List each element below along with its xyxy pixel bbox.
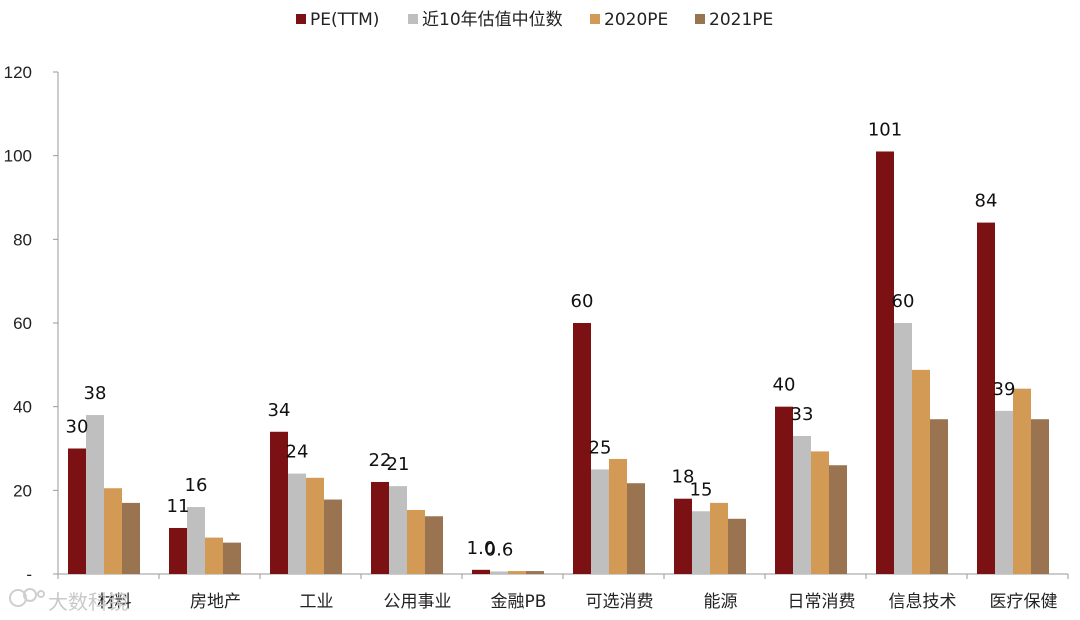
- bar: [692, 511, 710, 574]
- y-tick-label: 20: [13, 481, 32, 500]
- y-tick-label: 60: [13, 314, 32, 333]
- bar: [306, 477, 324, 574]
- data-label: 15: [690, 479, 713, 500]
- bar: [205, 537, 223, 574]
- bar: [930, 419, 948, 574]
- data-label: 24: [286, 442, 309, 463]
- data-label: 30: [66, 417, 89, 438]
- bar: [1031, 419, 1049, 574]
- bar: [710, 502, 728, 574]
- bar: [288, 473, 306, 574]
- bar: [995, 410, 1013, 574]
- legend-item: PE(TTM): [296, 10, 379, 30]
- y-tick-label: 120: [4, 63, 32, 82]
- x-category-label: 材料: [98, 592, 132, 612]
- legend-label: 2020PE: [604, 10, 668, 30]
- bar: [490, 571, 508, 574]
- bar: [508, 571, 526, 574]
- bar: [811, 451, 829, 574]
- watermark: 大数科镜: [9, 588, 128, 614]
- data-label: 39: [993, 379, 1016, 400]
- bar: [912, 369, 930, 574]
- y-tick-label: 100: [4, 147, 32, 166]
- y-tick-label: -: [26, 565, 32, 584]
- bars: [68, 151, 1049, 574]
- data-labels: 30 11 34 22 1.0 60 18 40 101 84 38 16 24 21 0.6 25 15 33 6…: [66, 119, 1016, 560]
- bar: [829, 465, 847, 574]
- bar: [122, 502, 140, 574]
- bar: [1013, 388, 1031, 574]
- bar: [324, 499, 342, 574]
- data-label: 21: [387, 454, 410, 475]
- legend-swatch: [590, 14, 600, 24]
- data-label: 16: [185, 475, 208, 496]
- data-label: 22: [369, 450, 392, 471]
- legend-label: 2021PE: [709, 10, 773, 30]
- legend: PE(TTM) 近10年估值中位数 2020PE 2021PE: [296, 10, 773, 30]
- bar: [977, 222, 995, 574]
- bar: [425, 516, 443, 574]
- x-category-label: 房地产: [190, 592, 241, 612]
- data-label: 101: [868, 119, 902, 140]
- legend-label: PE(TTM): [310, 10, 379, 30]
- x-category-label: 可选消费: [586, 592, 654, 612]
- legend-swatch: [695, 14, 705, 24]
- y-tick-label: 80: [13, 230, 32, 249]
- data-label: 38: [84, 383, 107, 404]
- bar: [894, 323, 912, 574]
- legend-item: 2020PE: [590, 10, 668, 30]
- data-label: 0.6: [485, 539, 514, 560]
- data-label: 84: [975, 191, 998, 212]
- data-label: 18: [672, 467, 695, 488]
- data-label: 11: [167, 496, 190, 517]
- bar: [793, 435, 811, 574]
- watermark-logo-icon: [9, 588, 45, 607]
- data-label: 34: [268, 400, 291, 421]
- bar: [573, 323, 591, 574]
- bar: [674, 498, 692, 574]
- data-label: 25: [589, 437, 612, 458]
- data-label: 1.0: [467, 538, 496, 559]
- bar: [591, 469, 609, 574]
- y-tick-label: 40: [13, 398, 32, 417]
- x-category-label: 公用事业: [384, 592, 452, 612]
- legend-swatch: [296, 14, 306, 24]
- data-label: 33: [791, 404, 814, 425]
- watermark-text: 大数科镜: [48, 590, 128, 614]
- x-category-label: 工业: [300, 592, 334, 612]
- bar: [223, 542, 241, 574]
- bar: [609, 458, 627, 574]
- bar: [270, 431, 288, 574]
- data-label: 60: [571, 291, 594, 312]
- bar: [68, 448, 86, 574]
- y-axis: - 20 40 60 80 100 120: [4, 63, 59, 584]
- bar: [876, 151, 894, 574]
- bar: [775, 406, 793, 574]
- data-label: 60: [892, 291, 915, 312]
- x-category-label: 能源: [704, 592, 738, 612]
- legend-item: 2021PE: [695, 10, 773, 30]
- x-category-label: 医疗保健: [990, 592, 1058, 612]
- x-category-label: 日常消费: [788, 592, 856, 612]
- bar: [389, 486, 407, 574]
- bar: [407, 509, 425, 574]
- bar: [526, 571, 544, 574]
- x-axis: 材料 房地产 工业 公用事业 金融PB 可选消费 能源 日常消费 信息技术 医疗保健: [57, 573, 1069, 612]
- bar: [371, 481, 389, 574]
- legend-item: 近10年估值中位数: [408, 10, 563, 30]
- bar: [86, 415, 104, 574]
- legend-swatch: [408, 14, 418, 24]
- bar: [187, 507, 205, 574]
- bar: [169, 527, 187, 574]
- bar: [728, 518, 746, 574]
- legend-label: 近10年估值中位数: [422, 10, 563, 30]
- data-label: 40: [773, 375, 796, 396]
- bar: [472, 569, 490, 574]
- bar: [627, 483, 645, 574]
- x-category-label: 金融PB: [491, 592, 547, 612]
- x-category-label: 信息技术: [889, 592, 957, 612]
- bar: [104, 488, 122, 574]
